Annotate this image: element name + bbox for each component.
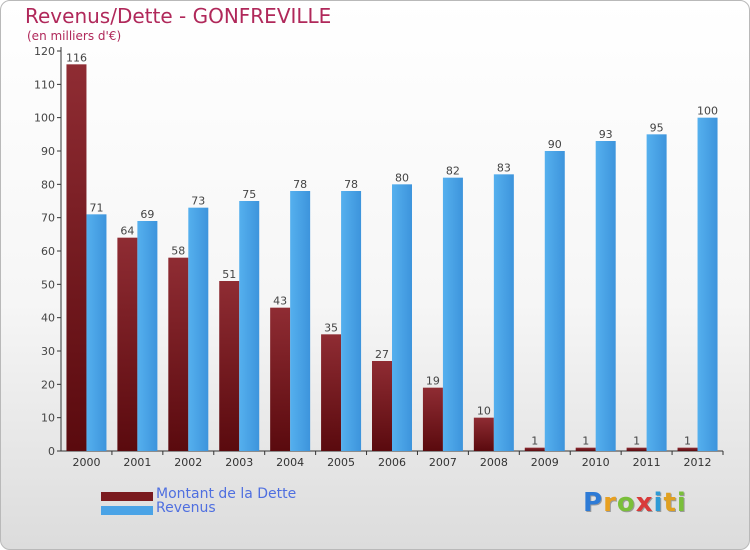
logo-letter: i — [653, 488, 664, 518]
bar-revenus — [493, 174, 514, 452]
data-label-dette: 10 — [477, 405, 491, 418]
bar-dette — [219, 281, 240, 451]
data-label-revenus: 83 — [497, 161, 511, 174]
y-tick-label: 40 — [41, 312, 55, 325]
x-tick-label: 2005 — [327, 456, 355, 469]
logo-letter: i — [676, 488, 687, 518]
bar-dette — [575, 447, 596, 451]
y-tick-label: 30 — [41, 345, 55, 358]
data-label-dette: 116 — [66, 51, 87, 64]
data-label-dette: 43 — [273, 295, 287, 308]
bar-dette — [626, 447, 647, 451]
bar-revenus — [442, 177, 463, 451]
bar-revenus — [341, 191, 362, 451]
data-label-revenus: 78 — [344, 178, 358, 191]
x-tick-label: 2010 — [582, 456, 610, 469]
data-label-dette: 1 — [633, 435, 640, 448]
data-label-dette: 1 — [684, 435, 691, 448]
data-label-revenus: 100 — [697, 105, 718, 118]
x-tick-label: 2012 — [684, 456, 712, 469]
data-label-revenus: 69 — [140, 208, 154, 221]
bar-revenus — [392, 184, 412, 452]
data-label-revenus: 95 — [650, 121, 664, 134]
chart-title: Revenus/Dette - GONFREVILLE — [25, 4, 332, 28]
x-tick-label: 2004 — [276, 456, 304, 469]
bar-dette — [168, 257, 189, 451]
bar-dette — [524, 447, 545, 451]
y-tick-label: 80 — [41, 178, 55, 191]
data-label-dette: 51 — [222, 268, 236, 281]
bar-revenus — [290, 191, 311, 451]
y-tick-label: 60 — [41, 245, 55, 258]
x-tick-label: 2009 — [531, 456, 559, 469]
data-label-revenus: 75 — [242, 188, 256, 201]
logo-letter: x — [635, 488, 654, 518]
y-tick-label: 0 — [48, 445, 55, 458]
data-label-revenus: 90 — [548, 138, 562, 151]
bar-dette — [372, 361, 392, 451]
bar-dette — [473, 417, 494, 451]
bar-dette — [117, 237, 138, 451]
x-tick-label: 2011 — [633, 456, 661, 469]
data-label-dette: 35 — [324, 321, 338, 334]
bar-revenus — [697, 117, 718, 452]
proxiti-logo: Proxiti — [583, 488, 687, 518]
x-tick-label: 2006 — [378, 456, 406, 469]
y-tick-label: 120 — [34, 45, 55, 58]
data-label-revenus: 82 — [446, 165, 460, 178]
data-label-dette: 27 — [375, 348, 389, 361]
data-label-dette: 1 — [582, 435, 589, 448]
y-tick-label: 70 — [41, 212, 55, 225]
data-label-revenus: 93 — [599, 128, 613, 141]
legend-swatch-dette — [101, 492, 153, 501]
data-label-revenus: 80 — [395, 171, 409, 184]
bar-dette — [422, 387, 443, 451]
legend-label-revenus: Revenus — [156, 500, 216, 516]
y-tick-label: 10 — [41, 412, 55, 425]
x-tick-label: 2000 — [72, 456, 100, 469]
logo-letter: r — [603, 488, 617, 518]
x-tick-label: 2008 — [480, 456, 508, 469]
bar-revenus — [137, 221, 158, 451]
bar-revenus — [544, 151, 565, 451]
legend-swatch-revenus — [101, 506, 153, 515]
bar-revenus — [595, 141, 616, 451]
bar-revenus — [86, 214, 107, 451]
data-label-revenus: 78 — [293, 178, 307, 191]
x-tick-label: 2001 — [123, 456, 151, 469]
legend-label-dette: Montant de la Dette — [156, 486, 297, 502]
logo-letter: P — [583, 488, 604, 518]
data-label-dette: 64 — [120, 225, 134, 238]
y-tick-label: 90 — [41, 145, 55, 158]
y-tick-label: 100 — [34, 112, 55, 125]
data-label-dette: 1 — [531, 435, 538, 448]
bar-dette — [677, 447, 698, 451]
bar-dette — [66, 64, 87, 452]
bar-dette — [321, 334, 342, 451]
data-label-revenus: 73 — [191, 195, 205, 208]
data-label-dette: 58 — [171, 245, 185, 258]
x-tick-label: 2007 — [429, 456, 457, 469]
logo-letter: t — [663, 488, 677, 518]
x-tick-label: 2002 — [174, 456, 202, 469]
bar-revenus — [188, 207, 209, 451]
bar-revenus — [646, 134, 667, 452]
y-tick-label: 50 — [41, 278, 55, 291]
bar-revenus — [239, 201, 260, 451]
logo-letter: o — [616, 488, 636, 518]
y-tick-label: 20 — [41, 378, 55, 391]
data-label-revenus: 71 — [89, 201, 103, 214]
data-label-dette: 19 — [426, 375, 440, 388]
bar-dette — [270, 307, 291, 451]
chart-subtitle: (en milliers d'€) — [27, 29, 122, 43]
y-tick-label: 110 — [34, 78, 55, 91]
x-tick-label: 2003 — [225, 456, 253, 469]
